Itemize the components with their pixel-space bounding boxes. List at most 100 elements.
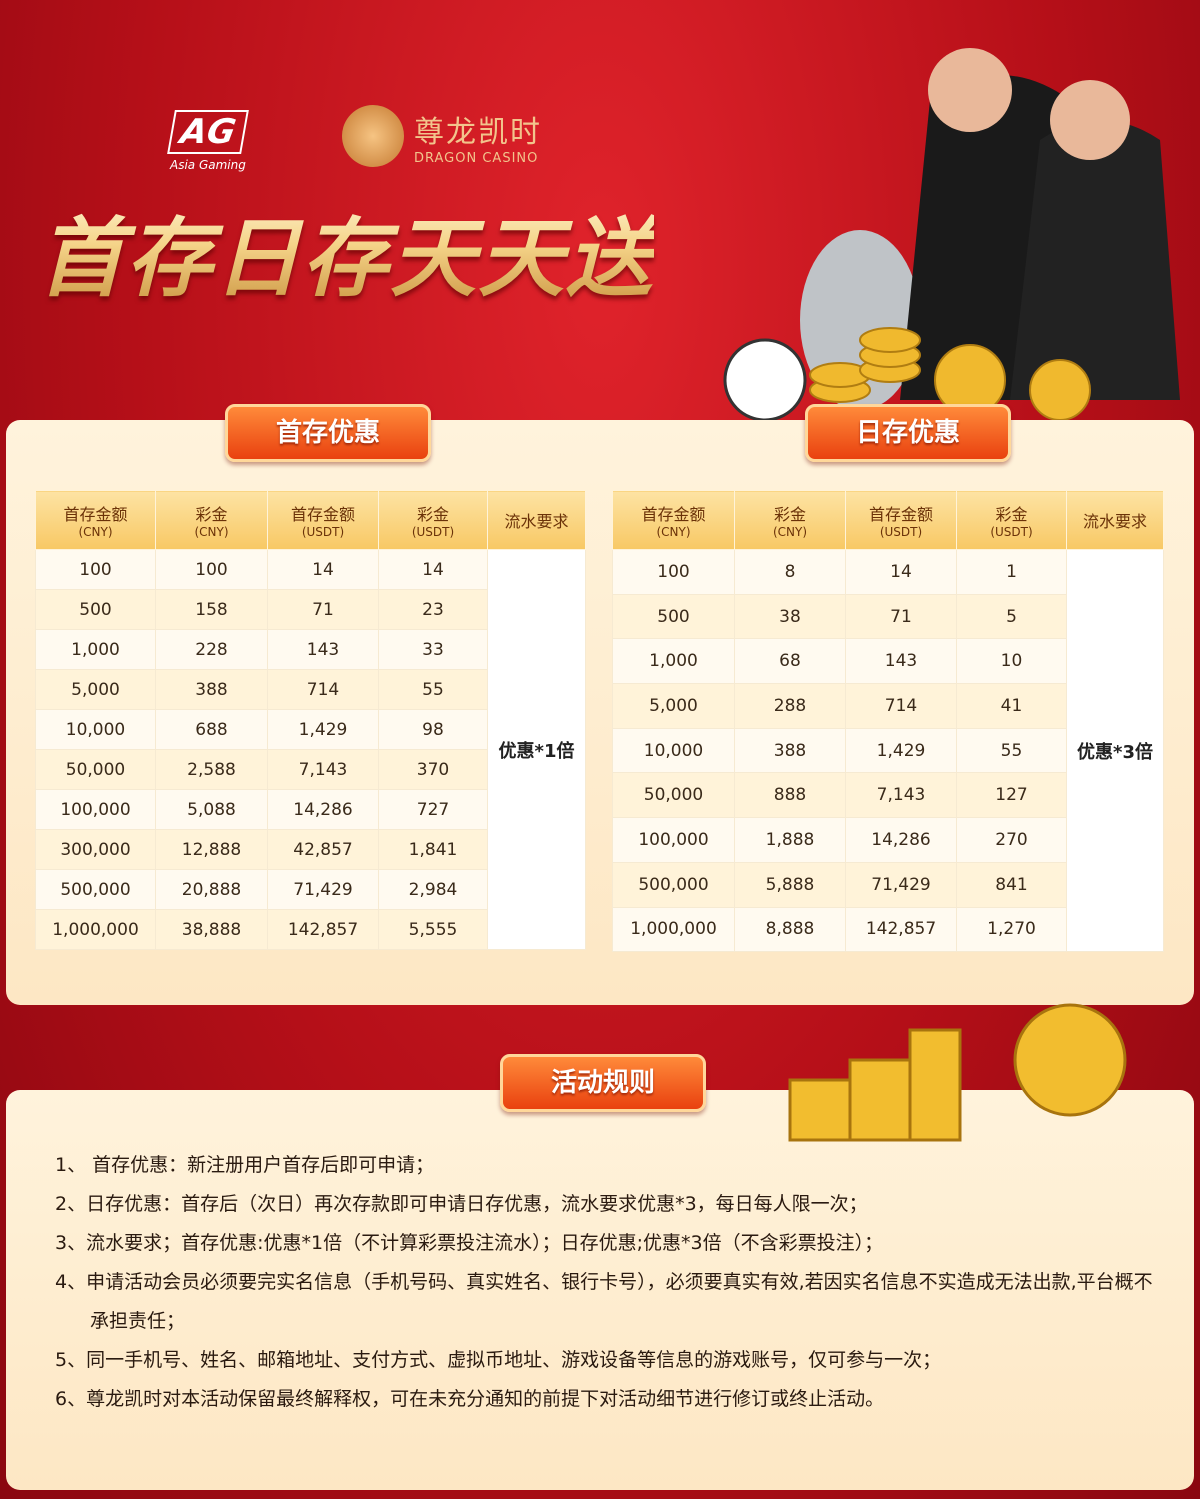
tab: 首存优惠 [225, 404, 431, 462]
header-text: 首存金额 [868, 505, 933, 524]
decoration [788, 1003, 1127, 1142]
table-cell: 71 [845, 593, 957, 640]
table-cell: 71 [267, 589, 379, 630]
table-cell: 500 [612, 593, 735, 640]
header-text: 彩金 [416, 505, 449, 524]
table-cell: 2,588 [155, 749, 268, 790]
header-unit: (USDT) [879, 525, 923, 539]
table-cell: 8,888 [734, 906, 846, 953]
table-cell: 12,888 [155, 829, 268, 870]
table-row: 5,000 288 714 41 [612, 683, 1164, 729]
table-row: 500,000 20,888 71,429 2,984 [35, 869, 586, 910]
table-cell: 1,429 [267, 709, 379, 750]
table-cell: 14 [267, 549, 379, 590]
table-cell: 14 [378, 549, 488, 590]
logo-brand: 尊龙凯时 DRAGON CASINO [342, 105, 542, 167]
table-cell: 1,270 [956, 906, 1067, 953]
logo-ag: AG Asia Gaming [166, 110, 249, 172]
table-cell: 14,286 [845, 817, 957, 863]
table-cell: 14 [845, 549, 957, 595]
table-cell: 41 [956, 683, 1067, 729]
header-text: 彩金 [195, 505, 228, 524]
header-text: 首存金额 [63, 505, 128, 524]
table-cell: 50,000 [35, 749, 156, 790]
table-cell: 55 [378, 669, 488, 710]
header-cell: 首存金额 (USDT) [267, 490, 379, 550]
table-cell: 1 [956, 549, 1067, 595]
table-cell: 38 [734, 593, 846, 640]
table-cell: 7,143 [845, 772, 957, 819]
table-cell: 500,000 [35, 869, 156, 910]
rule-item: 1、 首存优惠：新注册用户首存后即可申请； [55, 1154, 435, 1176]
header-unit: (CNY) [772, 525, 808, 539]
table-cell: 1,000 [35, 629, 156, 670]
table-cell: 33 [378, 629, 488, 670]
table-cell: 388 [734, 727, 846, 774]
header-unit: (CNY) [78, 525, 113, 539]
tab: 活动规则 [500, 1054, 706, 1112]
table-cell: 8 [734, 549, 846, 595]
header-unit: (CNY) [656, 525, 691, 539]
table-cell: 38,888 [155, 909, 268, 950]
requirement-cell: 优惠*1倍 [487, 549, 586, 950]
table-row: 1,000,000 38,888 142,857 5,555 [35, 909, 586, 950]
header-text: 彩金 [995, 505, 1028, 524]
header-text: 首存金额 [290, 505, 355, 524]
rule-item: 6、尊龙凯时对本活动保留最终解释权，可在未充分通知的前提下对活动细节进行修订或终… [55, 1388, 885, 1410]
table-cell: 228 [155, 629, 268, 670]
table-cell: 10 [956, 638, 1067, 685]
table-row: 1,000,000 8,888 142,857 1,270 [612, 906, 1164, 953]
table-cell: 158 [155, 589, 268, 630]
table-row: 500 38 71 5 [612, 593, 1164, 640]
table-cell: 714 [845, 683, 957, 729]
table-cell: 388 [155, 669, 268, 710]
header-text: 彩金 [773, 505, 806, 524]
table-cell: 100 [35, 549, 156, 590]
table-cell: 1,841 [378, 829, 488, 870]
logo-emblem [342, 105, 404, 167]
table-cell: 142,857 [267, 909, 379, 950]
table-row: 100 100 14 14 优惠*1倍 [35, 549, 586, 950]
table-row: 500,000 5,888 71,429 841 [612, 861, 1164, 908]
header-cell: 彩金 (USDT) [956, 490, 1067, 550]
table-cell: 2,984 [378, 869, 488, 910]
rule-item: 2、日存优惠：首存后（次日）再次存款即可申请日存优惠，流水要求优惠*3，每日每人… [55, 1193, 868, 1215]
logo-text: 尊龙凯时 [414, 114, 542, 150]
coins [809, 327, 1091, 421]
header-cell: 流水要求 [487, 490, 586, 550]
table-cell: 20,888 [155, 869, 268, 910]
gold-dollar [788, 1003, 1127, 1142]
table-cell: 142,857 [845, 906, 957, 953]
table-cell: 7,143 [267, 749, 379, 790]
header-cell: 流水要求 [1066, 490, 1164, 550]
table-cell: 68 [734, 638, 846, 685]
ball [723, 338, 807, 422]
player [1010, 120, 1180, 400]
table-cell: 1,888 [734, 817, 846, 863]
table-cell: 100,000 [612, 817, 735, 863]
header-unit: (USDT) [301, 525, 345, 539]
table-cell: 5,888 [734, 861, 846, 908]
table: 首存金额 (CNY) 彩金 (CNY) 首存金额 (USDT) 彩金 (USDT) 流水要求 10… [35, 490, 586, 950]
header-cell: 首存金额 (USDT) [845, 490, 957, 550]
table-cell: 727 [378, 789, 488, 830]
table-cell: 5 [956, 593, 1067, 640]
logo-subtext: DRAGON CASINO [414, 150, 539, 166]
decoration [723, 48, 1180, 422]
table-cell: 10,000 [612, 727, 735, 774]
table-cell: 100 [155, 549, 268, 590]
table-cell: 500,000 [612, 861, 735, 908]
table-cell: 71,429 [845, 861, 957, 908]
table-row: 10,000 388 1,429 55 [612, 727, 1164, 774]
table-cell: 688 [155, 709, 268, 750]
table-cell: 55 [956, 727, 1067, 774]
logo-subtext: Asia Gaming [170, 158, 246, 172]
table-cell: 5,555 [378, 909, 488, 950]
logo-text: AG [166, 110, 249, 154]
table-cell: 10,000 [35, 709, 156, 750]
table-row: 1,000 68 143 10 [612, 638, 1164, 685]
table-cell: 23 [378, 589, 488, 630]
header-row: 首存金额 (CNY) 彩金 (CNY) 首存金额 (USDT) 彩金 (USDT) 流水要求 [35, 490, 586, 550]
table-cell: 288 [734, 683, 846, 729]
